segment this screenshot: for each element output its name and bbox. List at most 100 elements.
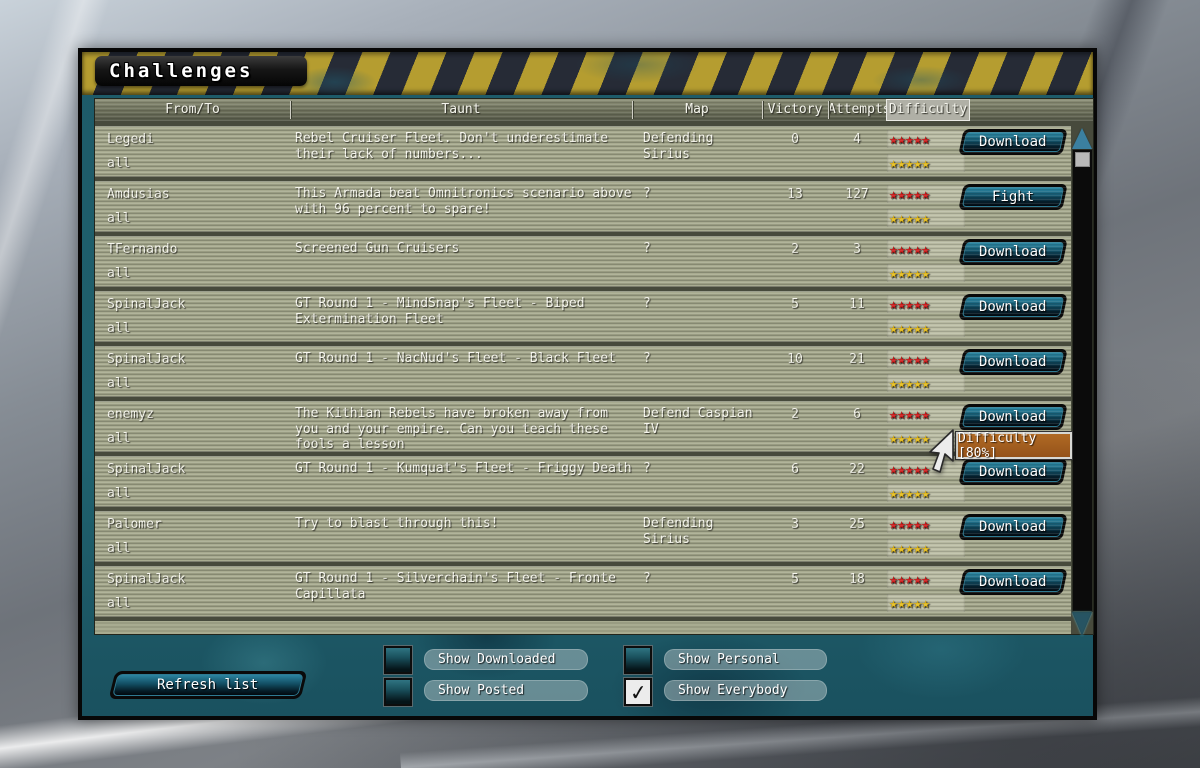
star-empty-icons: ★★★★★	[889, 295, 930, 313]
column-header-map[interactable]: Map	[685, 102, 709, 117]
star-filled-icons: ★★★★★	[889, 295, 930, 313]
star-empty-icons: ★★★★★	[889, 130, 930, 148]
star-filled-icons: ★★★★★	[889, 460, 930, 478]
column-header-difficulty[interactable]: Difficulty	[886, 99, 970, 121]
challenge-row: SpinalJack all GT Round 1 - Silverchain's …	[95, 566, 1071, 617]
scrollbar-up-arrow-icon[interactable]	[1072, 128, 1092, 149]
download-button[interactable]: Download	[958, 404, 1068, 430]
checkbox-label: Show Personal	[678, 652, 780, 667]
rating-stars[interactable]: ★★★★★ ★★★★★	[887, 374, 965, 392]
star-empty-icons: ★★★★★	[889, 185, 930, 203]
button-label: Download	[979, 354, 1047, 370]
star-empty-icons: ★★★★★	[889, 240, 930, 258]
column-header-taunt[interactable]: Taunt	[441, 102, 481, 117]
difficulty-stars[interactable]: ★★★★★ ★★★★★	[887, 405, 965, 423]
challenge-from: enemyz	[107, 407, 154, 422]
challenge-map: Defending Sirius	[643, 516, 714, 547]
column-header-from-to[interactable]: From/To	[165, 102, 220, 117]
dialog-title-bar: Challenges	[95, 56, 307, 86]
rating-stars[interactable]: ★★★★★ ★★★★★	[887, 154, 965, 172]
challenge-victory-count: 5	[791, 572, 799, 587]
challenge-row: Amdusias all This Armada beat Omnitronics …	[95, 181, 1071, 232]
checkbox-label: Show Everybody	[678, 683, 788, 698]
challenge-taunt: Screened Gun Cruisers	[295, 241, 460, 256]
download-button[interactable]: Download	[958, 239, 1068, 265]
challenge-from: TFernando	[107, 242, 178, 257]
challenge-attempts-count: 6	[853, 407, 861, 422]
scrollbar-thumb[interactable]	[1075, 152, 1090, 167]
difficulty-stars[interactable]: ★★★★★ ★★★★★	[887, 240, 965, 258]
challenge-from: Palomer	[107, 517, 162, 532]
challenge-taunt: GT Round 1 - Kumquat's Fleet - Friggy De…	[295, 461, 632, 476]
download-button[interactable]: Download	[958, 294, 1068, 320]
challenge-map: Defending Sirius	[643, 131, 714, 162]
challenge-attempts-count: 18	[849, 572, 865, 587]
column-header-attempts[interactable]: Attempts	[828, 102, 891, 117]
refresh-list-label: Refresh list	[157, 677, 259, 693]
column-header-victory[interactable]: Victory	[767, 102, 823, 117]
download-button[interactable]: Download	[958, 129, 1068, 155]
challenge-attempts-count: 127	[845, 187, 869, 202]
challenge-to: all	[107, 596, 131, 611]
challenge-attempts-count: 25	[849, 517, 865, 532]
rating-stars[interactable]: ★★★★★ ★★★★★	[887, 594, 965, 612]
download-button[interactable]: Download	[958, 459, 1068, 485]
button-label: Download	[979, 464, 1047, 480]
challenge-victory-count: 13	[787, 187, 803, 202]
star-filled-icons: ★★★★★	[889, 570, 930, 588]
difficulty-tooltip: Difficulty [80%]	[956, 431, 1072, 461]
checkbox-show-everybody[interactable]: ✓	[624, 677, 652, 707]
difficulty-stars[interactable]: ★★★★★ ★★★★★	[887, 570, 965, 588]
star-filled-icons: ★★★★★	[889, 374, 930, 392]
scrollbar-down-arrow-icon[interactable]	[1072, 612, 1092, 636]
table-header-row: From/To Taunt Map Victory Attempts Difficulty	[95, 99, 1093, 121]
checkbox-label-pill: Show Posted	[424, 680, 588, 701]
download-button[interactable]: Download	[958, 569, 1068, 595]
download-button[interactable]: Download	[958, 349, 1068, 375]
button-label: Download	[979, 134, 1047, 150]
star-filled-icons: ★★★★★	[889, 209, 930, 227]
difficulty-stars[interactable]: ★★★★★ ★★★★★	[887, 350, 965, 368]
star-filled-icons: ★★★★★	[889, 594, 930, 612]
challenge-from: SpinalJack	[107, 297, 186, 312]
scrollbar-track[interactable]	[1073, 150, 1092, 611]
challenge-map: ?	[643, 296, 651, 311]
download-button[interactable]: Download	[958, 514, 1068, 540]
checkbox-label: Show Posted	[438, 683, 525, 698]
checkbox-show-personal[interactable]	[624, 646, 652, 674]
challenge-row: SpinalJack all GT Round 1 - NacNud's Fleet…	[95, 346, 1071, 397]
mouse-cursor-icon	[929, 429, 954, 473]
challenge-victory-count: 5	[791, 297, 799, 312]
button-label: Download	[979, 299, 1047, 315]
rating-stars[interactable]: ★★★★★ ★★★★★	[887, 539, 965, 557]
challenge-attempts-count: 4	[853, 132, 861, 147]
challenge-to: all	[107, 541, 131, 556]
difficulty-stars[interactable]: ★★★★★ ★★★★★	[887, 130, 965, 148]
rating-stars[interactable]: ★★★★★ ★★★★★	[887, 484, 965, 502]
checkbox-show-posted[interactable]	[384, 678, 412, 706]
rating-stars[interactable]: ★★★★★ ★★★★★	[887, 319, 965, 337]
difficulty-stars[interactable]: ★★★★★ ★★★★★	[887, 295, 965, 313]
challenge-taunt: GT Round 1 - MindSnap's Fleet - Biped Ex…	[295, 296, 585, 327]
difficulty-stars[interactable]: ★★★★★ ★★★★★	[887, 460, 965, 478]
checkbox-show-downloaded[interactable]	[384, 646, 412, 674]
difficulty-stars[interactable]: ★★★★★ ★★★★★	[887, 185, 965, 203]
column-separator	[762, 101, 763, 119]
challenge-row: SpinalJack all GT Round 1 - MindSnap's Fle…	[95, 291, 1071, 342]
fight-button[interactable]: Fight	[958, 184, 1068, 210]
star-filled-icons: ★★★★★	[889, 154, 930, 172]
star-filled-icons: ★★★★★	[889, 130, 930, 148]
rating-stars[interactable]: ★★★★★ ★★★★★	[887, 264, 965, 282]
challenge-map: Defend Caspian IV	[643, 406, 753, 437]
button-label: Fight	[991, 189, 1035, 205]
star-empty-icons: ★★★★★	[889, 264, 930, 282]
star-empty-icons: ★★★★★	[889, 350, 930, 368]
challenge-from: SpinalJack	[107, 462, 186, 477]
challenge-row: TFernando all Screened Gun Cruisers? 2 3 ★★★★…	[95, 236, 1071, 287]
column-separator	[290, 101, 291, 119]
difficulty-stars[interactable]: ★★★★★ ★★★★★	[887, 515, 965, 533]
star-empty-icons: ★★★★★	[889, 429, 930, 447]
rating-stars[interactable]: ★★★★★ ★★★★★	[887, 209, 965, 227]
refresh-list-button[interactable]: Refresh list	[108, 671, 308, 699]
column-separator	[828, 101, 829, 119]
